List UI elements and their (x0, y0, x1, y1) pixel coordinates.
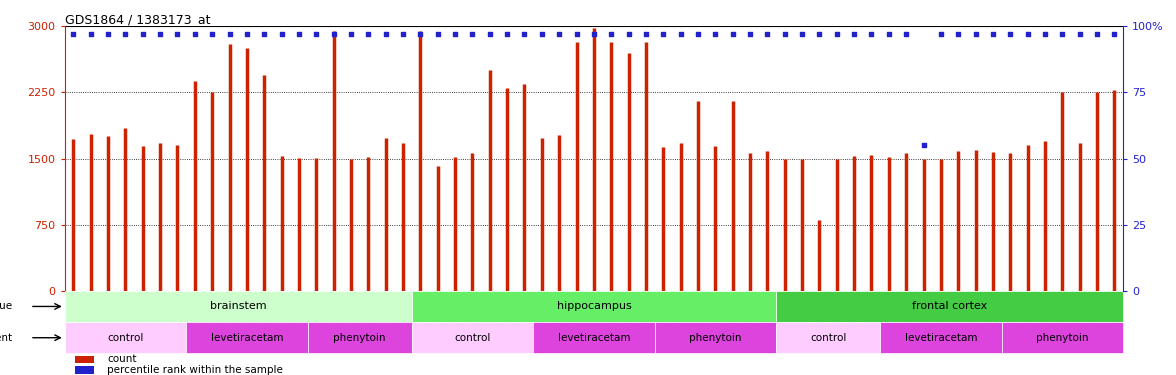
Point (238, 31, 256, 37)
Point (410, 31, 429, 37)
Point (949, 31, 968, 37)
Bar (308, 322, 412, 353)
Point (636, 31, 655, 37)
Text: phenytoin: phenytoin (333, 333, 386, 343)
Point (255, 31, 274, 37)
Point (533, 31, 552, 37)
Point (116, 31, 135, 37)
Bar (880, 322, 1002, 353)
Point (341, 31, 360, 37)
Point (1018, 31, 1037, 37)
Text: hippocampus: hippocampus (556, 302, 632, 312)
Text: percentile rank within the sample: percentile rank within the sample (107, 365, 283, 375)
Text: GDS1864 / 1383173_at: GDS1864 / 1383173_at (65, 13, 211, 26)
Point (289, 31, 308, 37)
Text: levetiracetam: levetiracetam (904, 333, 977, 343)
Point (307, 31, 326, 37)
Text: phenytoin: phenytoin (1036, 333, 1089, 343)
Text: agent: agent (0, 333, 13, 343)
Point (914, 142, 933, 148)
Point (497, 31, 516, 37)
Point (325, 31, 343, 37)
Point (844, 31, 863, 37)
Point (81, 31, 100, 37)
Text: brainstem: brainstem (209, 302, 267, 312)
Point (654, 31, 673, 37)
Point (671, 31, 690, 37)
Point (202, 31, 221, 37)
Point (394, 31, 413, 37)
Point (272, 31, 290, 37)
Point (706, 31, 724, 37)
Bar (186, 322, 308, 353)
Text: control: control (454, 333, 490, 343)
Bar (655, 322, 776, 353)
Point (689, 31, 708, 37)
Point (880, 31, 898, 37)
Bar (75, 356, 94, 363)
Point (1001, 31, 1020, 37)
Point (1088, 31, 1107, 37)
Point (1053, 31, 1071, 37)
Text: count: count (107, 354, 136, 364)
Point (549, 31, 568, 37)
Point (64, 31, 82, 37)
Bar (776, 322, 880, 353)
Point (602, 31, 621, 37)
Bar (533, 322, 655, 353)
Point (1105, 31, 1124, 37)
Point (99, 31, 118, 37)
Bar (412, 291, 776, 322)
Point (480, 31, 499, 37)
Point (446, 31, 465, 37)
Bar (65, 322, 186, 353)
Text: phenytoin: phenytoin (689, 333, 742, 343)
Bar (65, 291, 412, 322)
Text: levetiracetam: levetiracetam (211, 333, 283, 343)
Point (359, 31, 377, 37)
Text: frontal cortex: frontal cortex (911, 302, 987, 312)
Text: control: control (107, 333, 143, 343)
Bar (412, 322, 533, 353)
Point (723, 31, 742, 37)
Point (793, 31, 811, 37)
Point (862, 31, 881, 37)
Text: tissue: tissue (0, 302, 13, 312)
Text: levetiracetam: levetiracetam (557, 333, 630, 343)
Point (828, 31, 847, 37)
Bar (1002, 322, 1123, 353)
Point (620, 31, 639, 37)
Point (376, 31, 395, 37)
Point (515, 31, 534, 37)
Point (897, 31, 916, 37)
Point (1036, 31, 1055, 37)
Point (931, 31, 950, 37)
Point (133, 31, 152, 37)
Point (1070, 31, 1089, 37)
Point (151, 31, 169, 37)
Point (220, 31, 239, 37)
Point (428, 31, 447, 37)
Bar (776, 291, 1123, 322)
Point (584, 31, 603, 37)
Bar (75, 366, 94, 374)
Point (967, 31, 985, 37)
Point (983, 31, 1002, 37)
Point (463, 31, 482, 37)
Point (810, 31, 829, 37)
Point (775, 31, 794, 37)
Text: control: control (810, 333, 847, 343)
Point (567, 31, 586, 37)
Point (759, 31, 777, 37)
Point (186, 31, 205, 37)
Point (168, 31, 187, 37)
Point (741, 31, 760, 37)
